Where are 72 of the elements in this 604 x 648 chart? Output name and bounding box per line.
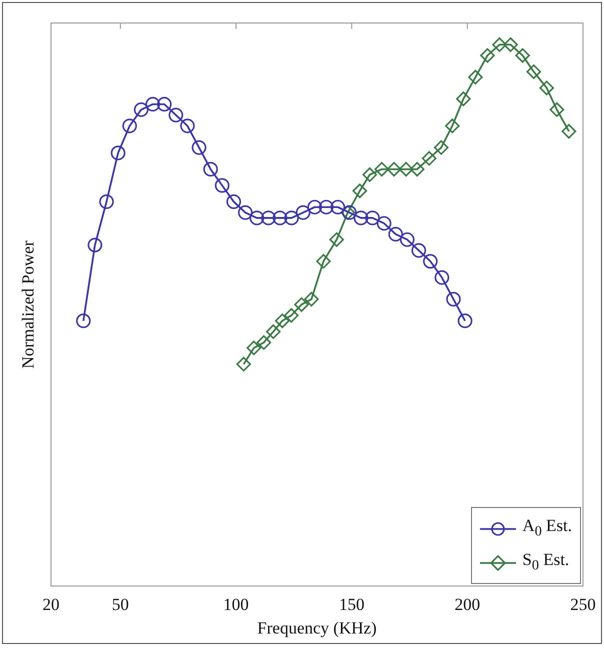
point — [329, 232, 344, 247]
y-axis-title: Normalized Power — [18, 240, 38, 369]
point — [307, 200, 322, 214]
point — [275, 314, 290, 328]
point — [316, 254, 331, 269]
point — [422, 151, 436, 166]
point — [110, 146, 126, 160]
point — [294, 297, 309, 312]
point — [214, 178, 230, 193]
point — [250, 210, 264, 226]
x-tick-label: 100 — [223, 594, 249, 614]
point — [266, 324, 281, 339]
point — [192, 140, 206, 155]
point — [434, 140, 449, 155]
point — [352, 184, 368, 198]
point — [256, 335, 272, 350]
x-tick-label: 50 — [112, 594, 129, 614]
point — [400, 232, 415, 247]
point — [238, 205, 253, 220]
point — [354, 210, 368, 226]
point — [145, 96, 160, 112]
point — [398, 162, 414, 177]
point — [503, 37, 518, 52]
point — [330, 200, 346, 214]
point — [539, 80, 554, 96]
point — [492, 37, 507, 52]
point — [526, 64, 542, 80]
point — [386, 162, 402, 177]
point — [236, 356, 251, 372]
legend-label: S$_{0}$ Est. — [522, 548, 570, 576]
legend-label: A$_{0}$ Est. — [522, 515, 572, 542]
point — [388, 226, 403, 242]
point — [376, 216, 392, 231]
point — [446, 292, 461, 306]
x-tick-label: 250 — [570, 594, 596, 614]
point — [99, 194, 114, 210]
x-tick-label: 20 — [42, 594, 60, 614]
point — [296, 205, 310, 220]
point — [362, 167, 378, 182]
point — [203, 162, 218, 177]
point — [88, 238, 102, 252]
point — [515, 48, 530, 63]
point — [410, 162, 424, 177]
point — [76, 314, 91, 328]
point — [456, 92, 471, 106]
point — [318, 200, 334, 214]
point — [284, 308, 299, 323]
x-axis-title: Frequency (KHz) — [257, 618, 377, 638]
point — [246, 340, 262, 356]
point — [423, 254, 438, 269]
point — [480, 48, 495, 63]
x-tick-label: 150 — [338, 594, 364, 614]
point — [272, 210, 288, 226]
point — [434, 270, 450, 285]
point — [261, 210, 276, 226]
point — [374, 162, 390, 177]
point — [157, 96, 172, 112]
point — [226, 194, 242, 210]
point — [168, 108, 184, 122]
point — [458, 314, 472, 328]
point — [284, 210, 299, 226]
point — [134, 102, 149, 117]
point — [468, 70, 483, 84]
point — [562, 124, 576, 139]
x-tick-label: 200 — [454, 594, 480, 614]
point — [304, 292, 319, 306]
point — [411, 243, 426, 258]
point — [550, 102, 564, 117]
point — [122, 118, 137, 134]
point — [365, 210, 380, 226]
point — [180, 118, 195, 134]
point — [445, 118, 460, 134]
